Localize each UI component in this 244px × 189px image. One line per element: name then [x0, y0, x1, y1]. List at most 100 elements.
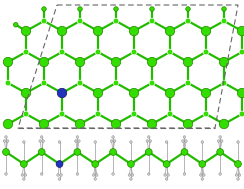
Circle shape — [20, 161, 27, 167]
Circle shape — [77, 80, 83, 86]
Circle shape — [145, 149, 152, 155]
Circle shape — [163, 161, 170, 167]
Circle shape — [147, 173, 150, 175]
Circle shape — [167, 49, 173, 55]
Circle shape — [94, 141, 97, 143]
Circle shape — [217, 149, 224, 155]
Circle shape — [74, 149, 81, 155]
Circle shape — [219, 173, 222, 175]
Circle shape — [182, 140, 184, 142]
Circle shape — [146, 140, 149, 142]
Circle shape — [75, 119, 85, 129]
Circle shape — [21, 88, 31, 98]
Circle shape — [131, 49, 137, 55]
Circle shape — [42, 7, 46, 11]
Circle shape — [130, 141, 132, 143]
Circle shape — [13, 22, 18, 27]
Circle shape — [113, 140, 116, 142]
Circle shape — [23, 111, 29, 117]
Circle shape — [110, 149, 116, 155]
Circle shape — [112, 173, 114, 175]
Circle shape — [42, 140, 44, 142]
Circle shape — [149, 140, 152, 142]
Circle shape — [165, 88, 175, 98]
Circle shape — [199, 161, 206, 167]
Circle shape — [93, 26, 103, 36]
Circle shape — [76, 173, 79, 175]
Circle shape — [75, 57, 85, 67]
Circle shape — [185, 18, 191, 24]
Circle shape — [39, 140, 41, 142]
Circle shape — [221, 80, 227, 86]
Circle shape — [95, 49, 101, 55]
Circle shape — [185, 80, 191, 86]
Circle shape — [92, 174, 95, 176]
Circle shape — [131, 174, 134, 176]
Circle shape — [111, 119, 121, 129]
Circle shape — [219, 119, 229, 129]
Circle shape — [167, 111, 173, 117]
Circle shape — [23, 49, 29, 55]
Circle shape — [21, 174, 24, 176]
Circle shape — [203, 49, 209, 55]
Circle shape — [219, 136, 222, 138]
Circle shape — [22, 178, 25, 180]
Circle shape — [112, 136, 114, 138]
Circle shape — [237, 178, 239, 180]
Circle shape — [58, 141, 61, 143]
Circle shape — [201, 88, 211, 98]
Circle shape — [57, 26, 67, 36]
Circle shape — [56, 161, 63, 167]
Circle shape — [165, 26, 175, 36]
Circle shape — [5, 173, 7, 175]
Circle shape — [3, 149, 10, 155]
Circle shape — [41, 18, 47, 24]
Circle shape — [203, 174, 205, 176]
Circle shape — [3, 119, 13, 129]
Circle shape — [5, 80, 11, 86]
Circle shape — [167, 174, 169, 176]
Circle shape — [41, 80, 47, 86]
Circle shape — [129, 88, 139, 98]
Circle shape — [3, 57, 13, 67]
Circle shape — [238, 174, 241, 176]
Circle shape — [220, 140, 223, 142]
Circle shape — [237, 26, 244, 36]
Circle shape — [57, 88, 67, 98]
Circle shape — [93, 88, 103, 98]
Circle shape — [113, 80, 119, 86]
Circle shape — [183, 136, 186, 138]
Circle shape — [183, 119, 193, 129]
Circle shape — [111, 57, 121, 67]
Circle shape — [92, 161, 99, 167]
Circle shape — [200, 174, 202, 176]
Circle shape — [201, 141, 204, 143]
Circle shape — [237, 141, 239, 143]
Circle shape — [58, 178, 61, 180]
Circle shape — [57, 174, 59, 176]
Circle shape — [201, 26, 211, 36]
Circle shape — [165, 178, 168, 180]
Circle shape — [221, 18, 227, 24]
Circle shape — [22, 141, 25, 143]
Circle shape — [77, 18, 83, 24]
Circle shape — [239, 49, 244, 55]
Circle shape — [59, 49, 65, 55]
Circle shape — [6, 140, 9, 142]
Circle shape — [94, 178, 97, 180]
Circle shape — [147, 119, 157, 129]
Circle shape — [110, 140, 113, 142]
Circle shape — [130, 178, 132, 180]
Circle shape — [237, 88, 244, 98]
Circle shape — [78, 140, 80, 142]
Circle shape — [234, 161, 241, 167]
Circle shape — [39, 119, 49, 129]
Circle shape — [59, 111, 65, 117]
Circle shape — [219, 57, 229, 67]
Circle shape — [181, 149, 188, 155]
Circle shape — [60, 174, 62, 176]
Circle shape — [217, 140, 220, 142]
Circle shape — [5, 136, 7, 138]
Circle shape — [95, 111, 101, 117]
Circle shape — [40, 173, 43, 175]
